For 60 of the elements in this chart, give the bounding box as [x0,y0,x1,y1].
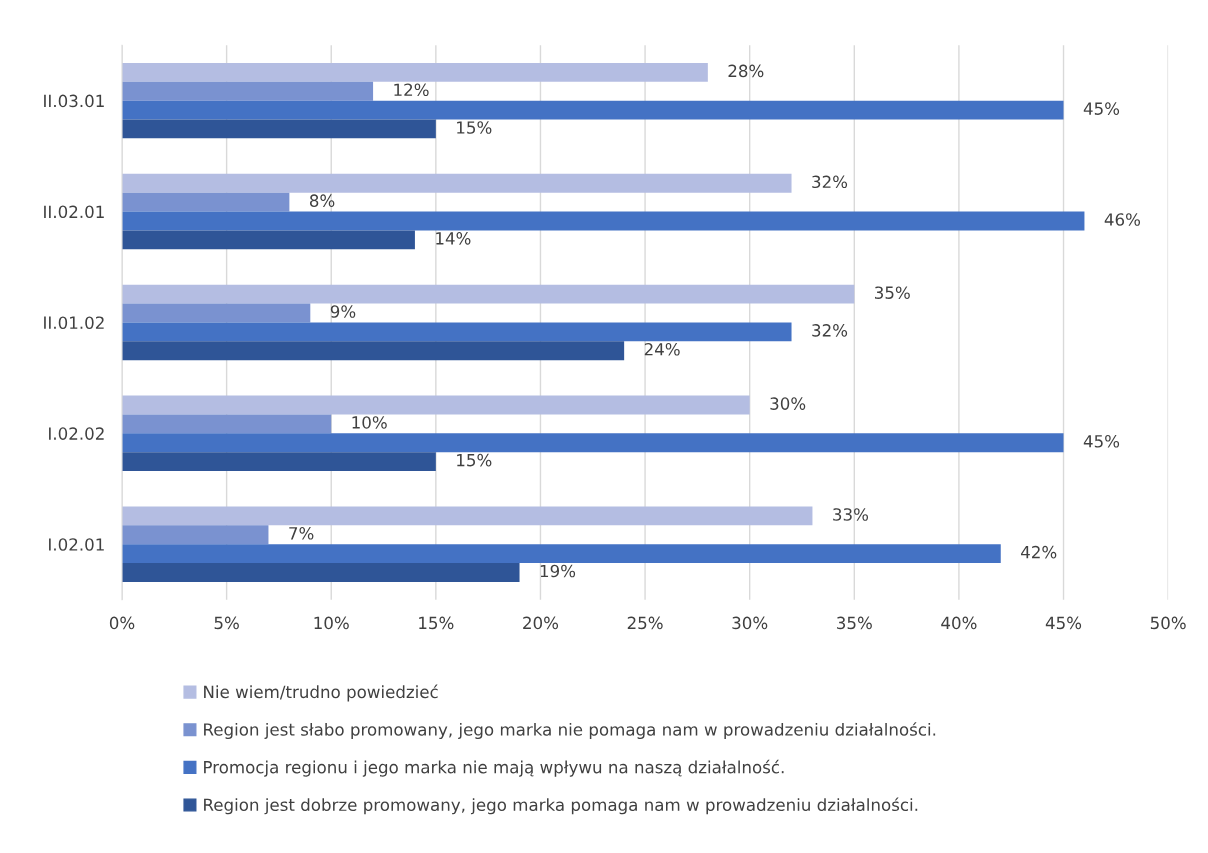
legend-label: Nie wiem/trudno powiedzieć [204,684,438,702]
bar [122,341,625,361]
x-tick-label: 20% [523,616,559,630]
x-tick-label: 30% [732,616,768,630]
data-label: 12% [394,83,429,97]
bar [122,81,374,101]
bar [122,173,792,193]
data-label: 42% [1021,545,1057,559]
data-label: 32% [812,324,848,337]
x-tick-label: 15% [419,616,454,630]
bar [122,62,708,82]
bar [122,414,332,434]
legend-label: Region jest słabo promowany, jego marka nie pomaga nam w prowadzeniu działalności. [204,722,936,740]
data-label: 33% [833,508,869,521]
data-label: 14% [436,232,471,245]
bar [122,303,311,323]
y-tick-label: II.01.02 [44,316,104,329]
x-tick-label: 5% [214,616,239,630]
data-label: 35% [875,286,910,299]
data-label: 45% [1083,102,1120,115]
bar [122,544,1001,564]
x-tick-label: 10% [314,616,349,630]
bar [122,452,436,472]
bar [122,119,436,139]
legend-label: Region jest dobrze promowany, jego marka pomaga nam w prowadzeniu działalności. [204,797,918,815]
bar [122,284,855,304]
bar [122,192,290,212]
bar [122,322,792,342]
x-tick-label: 35% [837,616,872,630]
data-label: 46% [1104,213,1141,226]
y-tick-label: II.02.01 [44,205,104,219]
bar [122,433,1064,453]
x-tick-label: 0% [109,616,135,630]
x-tick-label: 50% [1150,616,1186,630]
y-tick-label: I.02.02 [49,427,104,440]
data-label: 9% [330,305,356,318]
x-tick-label: 45% [1045,616,1082,630]
bar [122,506,813,526]
data-label: 28% [728,64,764,78]
data-label: 10% [352,416,387,429]
x-tick-label: 40% [941,616,977,630]
legend-label: Promocja regionu i jego marka nie mają wpływu na naszą działalność. [204,759,784,777]
data-label: 24% [644,342,680,356]
bar [122,563,520,582]
data-label: 30% [770,397,806,410]
x-tick-label: 25% [627,616,663,630]
data-label: 32% [812,175,848,189]
y-tick-label: I.02.01 [49,538,104,551]
data-label: 19% [540,564,576,578]
data-label: 15% [457,453,492,467]
bar [122,230,415,250]
y-tick-label: II.03.01 [44,94,104,108]
bar [122,100,1064,120]
data-label: 45% [1083,434,1120,448]
data-label: 7% [289,527,314,540]
bar [122,211,1085,231]
data-label: 8% [309,194,335,207]
bar [122,395,750,415]
data-label: 15% [457,121,492,134]
bar [122,525,269,545]
